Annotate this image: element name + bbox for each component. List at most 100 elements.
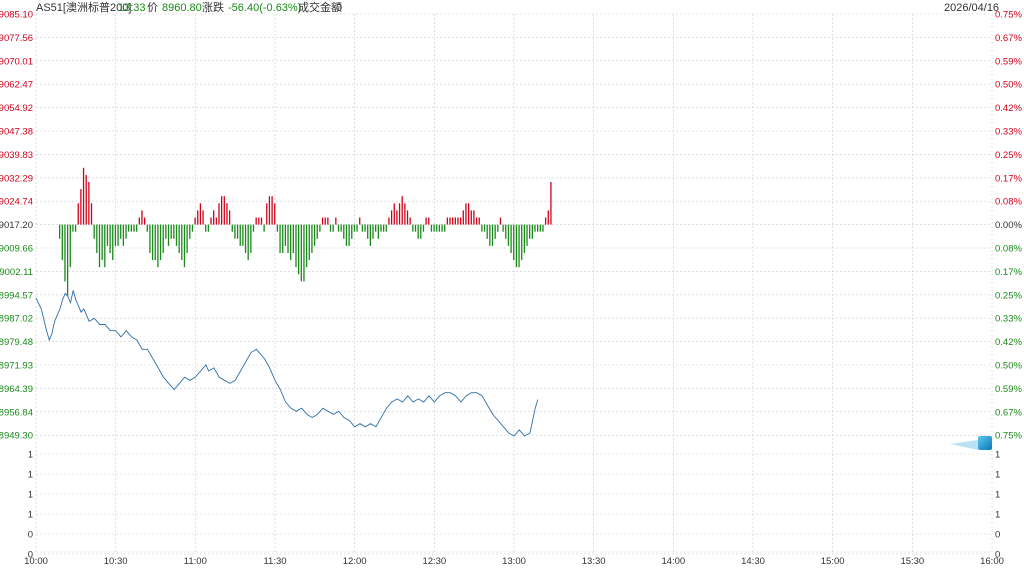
time-tick-label: 16:00 — [980, 556, 1004, 567]
change-bar — [194, 217, 196, 225]
change-bar — [526, 224, 528, 246]
change-bar — [380, 224, 382, 232]
percent-tick-label: 0.33% — [995, 127, 1022, 138]
percent-tick-label: 0.33% — [995, 314, 1022, 325]
volume-tick-label: 0 — [995, 550, 1000, 561]
change-bar — [356, 224, 358, 232]
change-bar — [534, 224, 536, 232]
price-tick-label: 9047.38 — [0, 127, 33, 138]
percent-tick-label: 0.17% — [995, 173, 1022, 184]
change-bar — [441, 224, 443, 232]
change-bar — [162, 224, 164, 253]
change-bar — [244, 224, 247, 253]
change-bar — [454, 217, 456, 225]
change-bar — [518, 224, 520, 268]
change-bar — [260, 217, 263, 225]
change-bar — [215, 217, 217, 225]
change-bar — [80, 189, 82, 225]
volume-tick-label: 0 — [28, 530, 33, 541]
time-tick-label: 13:00 — [502, 556, 526, 567]
change-bar — [446, 217, 449, 225]
change-bar — [544, 217, 547, 225]
change-bar — [313, 224, 316, 246]
change-bar — [252, 224, 255, 232]
change-bar — [438, 224, 441, 232]
change-bar — [154, 224, 156, 261]
change-bar — [505, 224, 507, 239]
time-tick-label: 12:30 — [422, 556, 446, 567]
volume-tick-label: 1 — [995, 490, 1000, 501]
change-bar — [308, 224, 310, 261]
percent-tick-label: 0.42% — [995, 337, 1022, 348]
volume-axis-labels: 1 1 1 1 1 1 1 1 0 0 0 0 — [28, 450, 1001, 561]
change-bar — [364, 224, 366, 232]
change-bar — [542, 224, 544, 232]
change-bar — [481, 224, 483, 232]
volume-tick-label: 1 — [28, 450, 33, 461]
change-bar — [483, 224, 486, 232]
change-bar — [502, 224, 504, 232]
change-bar — [250, 224, 252, 253]
change-bar — [167, 224, 170, 246]
volume-tick-label: 1 — [995, 450, 1000, 461]
volume-tick-label: 1 — [995, 510, 1000, 521]
price-change: -56.40(-0.63%) — [228, 2, 302, 14]
time-tick-label: 14:30 — [741, 556, 765, 567]
volume-tick-label: 1 — [28, 490, 33, 501]
change-bar — [151, 224, 154, 261]
price-tick-label: 9002.11 — [0, 267, 33, 278]
change-bar — [311, 224, 313, 253]
change-bar — [263, 224, 265, 232]
price-tick-label: 9039.83 — [0, 150, 33, 161]
change-bar — [125, 224, 127, 239]
change-bar — [59, 224, 61, 239]
change-bar — [210, 217, 212, 225]
change-bar — [300, 224, 302, 282]
price-tick-label: 9077.56 — [0, 33, 33, 44]
time-tick-label: 11:30 — [263, 556, 286, 567]
change-bar — [178, 224, 180, 253]
time-tick-label: 10:00 — [24, 556, 48, 567]
price-tick-label: 9009.66 — [0, 244, 33, 255]
change-bar — [425, 217, 427, 225]
change-bar — [114, 224, 117, 246]
change-bar — [465, 203, 467, 225]
change-bar — [130, 224, 132, 232]
volume-tick-label: 1 — [995, 470, 1000, 481]
percent-tick-label: 0.42% — [995, 103, 1022, 114]
change-bar — [523, 224, 526, 253]
change-bar — [109, 224, 111, 253]
change-bar — [507, 224, 510, 246]
change-bar — [90, 203, 93, 225]
change-bar — [324, 217, 326, 225]
change-bar — [133, 224, 135, 232]
change-bar — [475, 217, 478, 225]
change-bar — [327, 217, 329, 225]
change-bar — [220, 196, 223, 225]
price-marker-icon[interactable] — [976, 434, 994, 452]
change-bar — [236, 224, 239, 239]
change-bar — [197, 210, 199, 225]
change-bar — [66, 224, 69, 296]
change-bar — [170, 224, 172, 239]
change-bar — [393, 203, 395, 225]
change-bar — [231, 224, 233, 232]
change-bar — [69, 224, 71, 268]
change-bar — [98, 224, 101, 268]
change-bar — [319, 224, 321, 232]
change-bar — [88, 182, 90, 225]
change-bar — [457, 217, 459, 225]
price-series-line — [35, 290, 539, 437]
change-bar — [491, 224, 494, 246]
change-bar — [513, 224, 515, 261]
change-bar — [422, 224, 425, 232]
change-bar — [436, 224, 438, 232]
change-bar — [64, 224, 66, 282]
change-bar — [305, 224, 308, 268]
price-tick-label: 8987.02 — [0, 314, 33, 325]
change-bar — [547, 210, 549, 225]
change-bar — [128, 224, 130, 232]
change-bar — [337, 224, 340, 232]
change-bars — [59, 167, 552, 296]
